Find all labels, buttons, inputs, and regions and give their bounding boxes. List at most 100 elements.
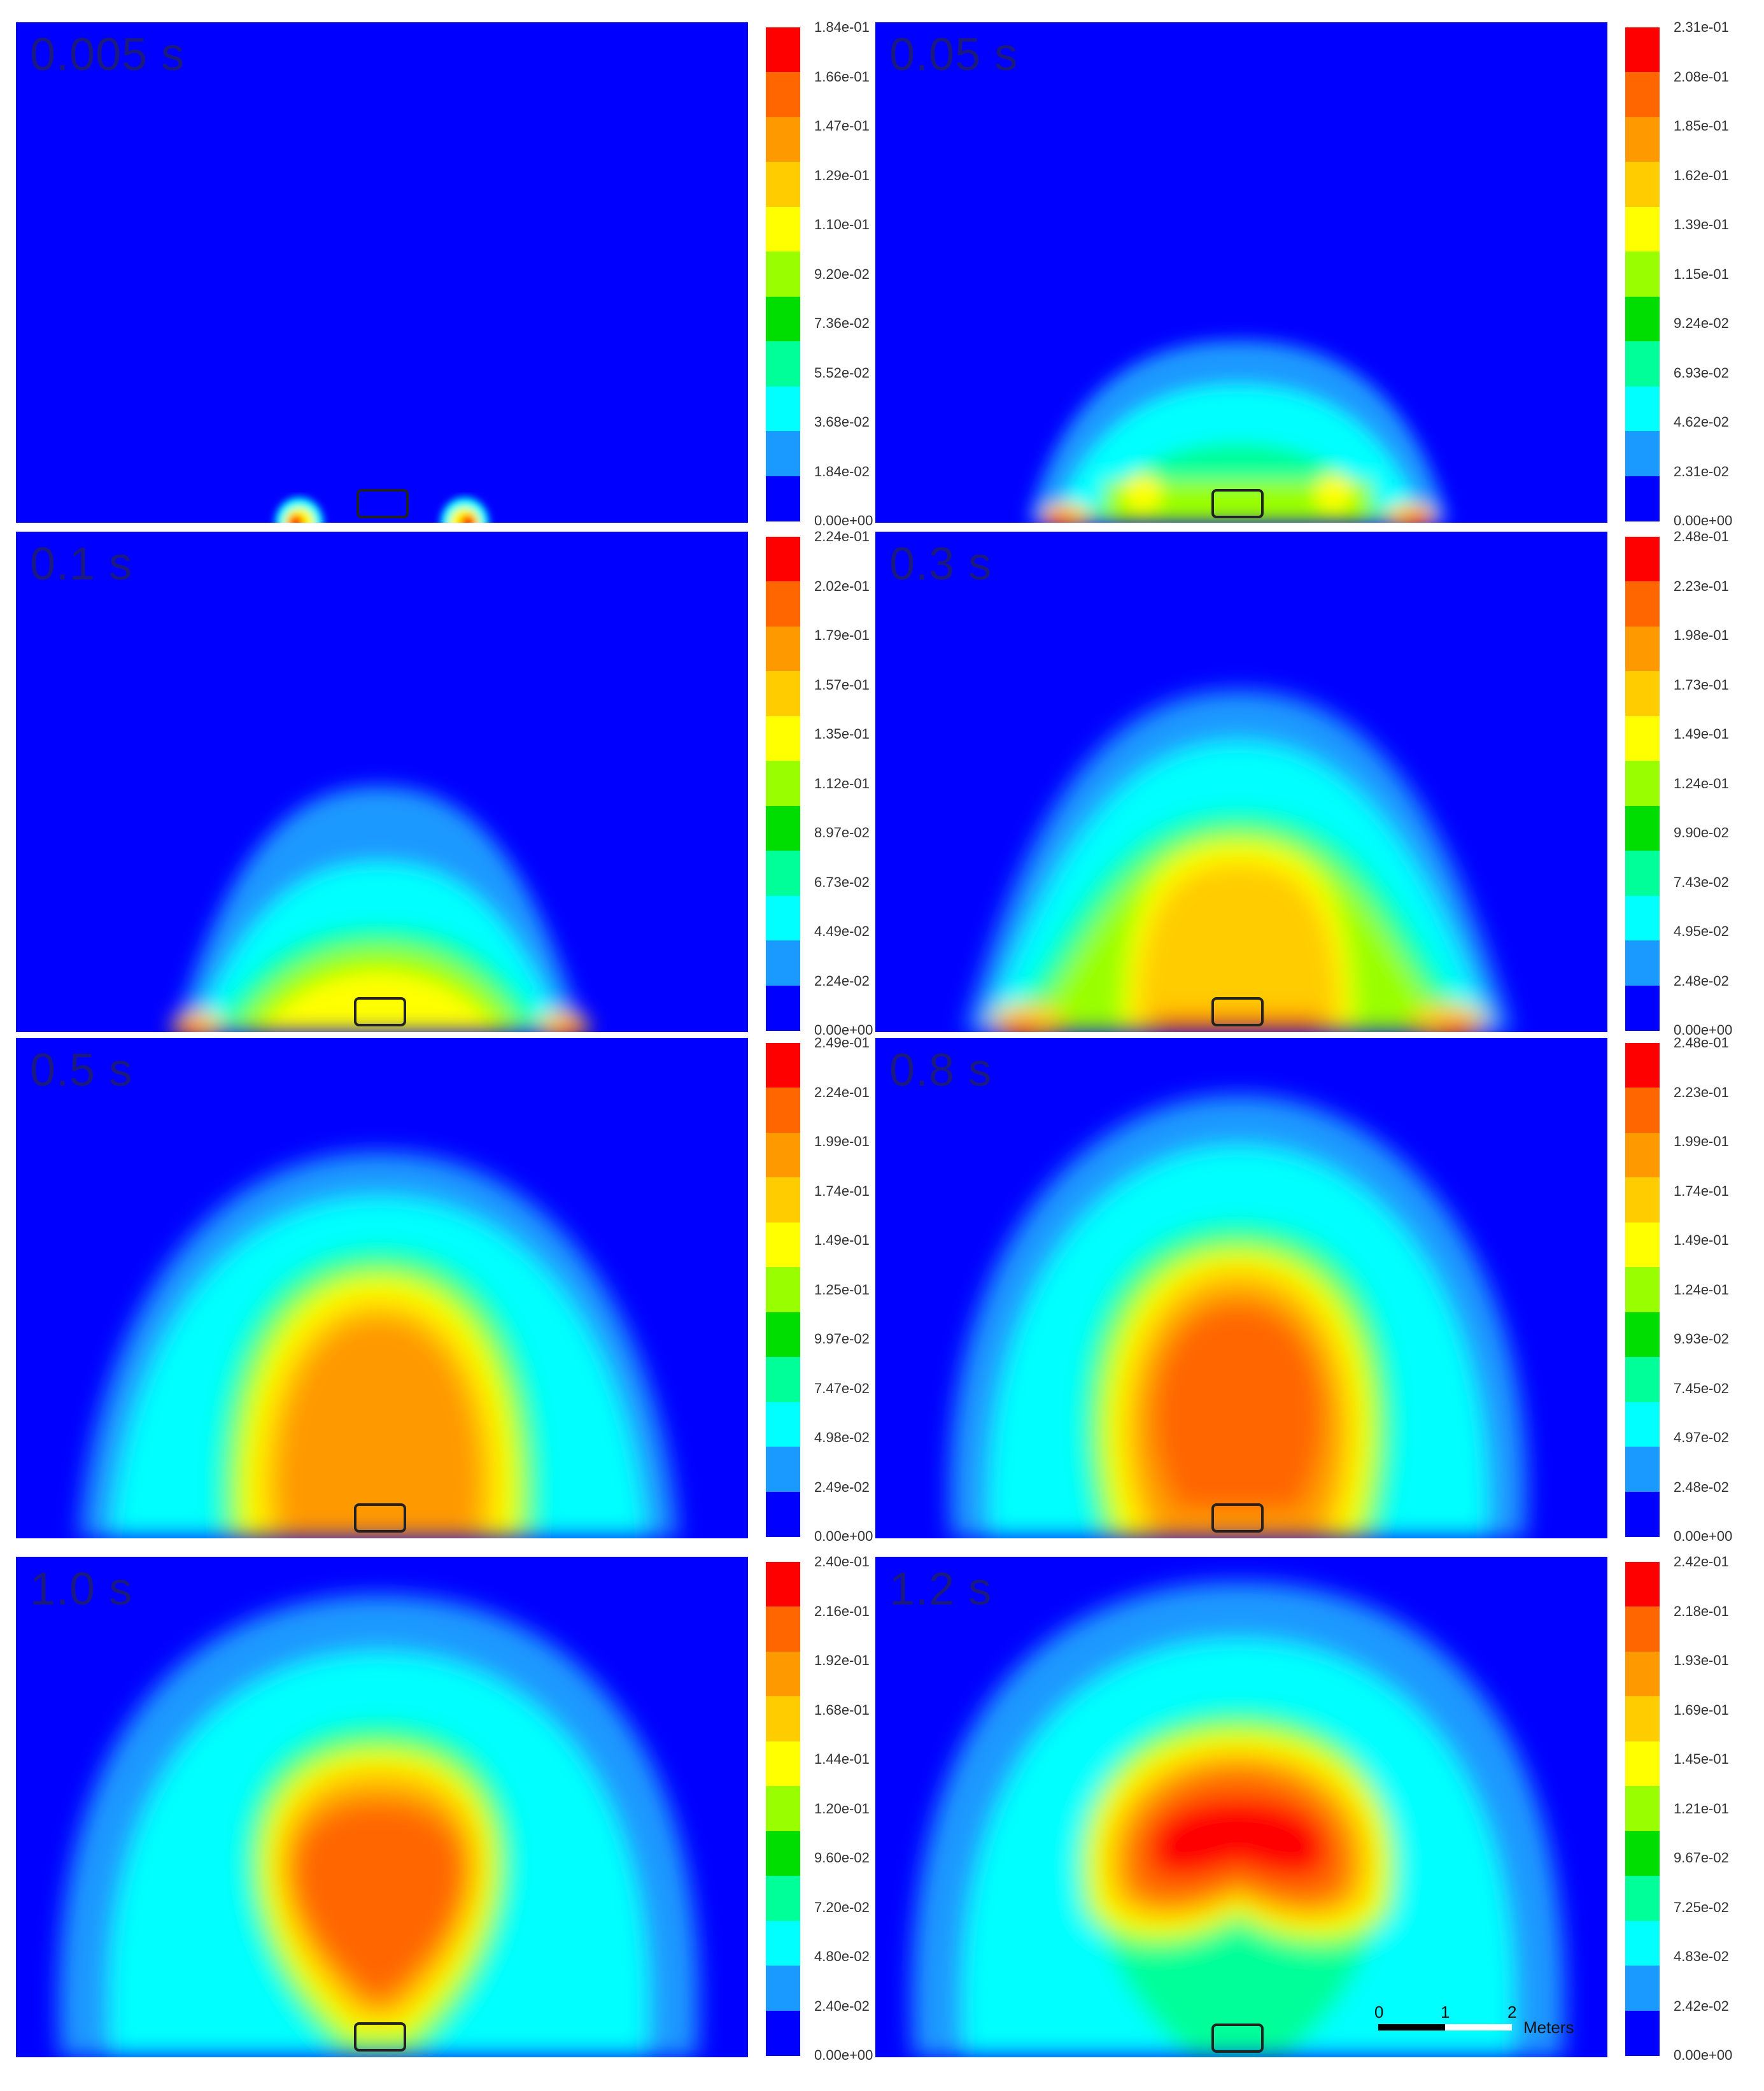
colorbar-band xyxy=(766,341,800,387)
colorbar-band xyxy=(766,1357,800,1403)
colorbar-tick-label: 7.45e-02 xyxy=(1674,1380,1729,1396)
colorbar-tick-label: 4.95e-02 xyxy=(1674,923,1729,939)
colorbar-tick-label: 2.23e-01 xyxy=(1674,578,1729,594)
colorbar-tick-label: 1.24e-01 xyxy=(1674,1281,1729,1298)
colorbar-band xyxy=(766,206,800,252)
colorbar-band xyxy=(766,761,800,807)
colorbar-band xyxy=(766,1966,800,2011)
colorbar-tick-label: 9.20e-02 xyxy=(814,266,870,282)
colorbar-band xyxy=(766,296,800,342)
colorbar-tick-label: 7.43e-02 xyxy=(1674,874,1729,890)
colorbar xyxy=(1625,537,1660,1031)
colorbar-band xyxy=(766,1177,800,1223)
colorbar-tick-label: 1.69e-01 xyxy=(1674,1701,1729,1718)
colorbar-band xyxy=(1625,162,1660,208)
colorbar-band xyxy=(1625,1831,1660,1876)
colorbar-tick-label: 2.48e-01 xyxy=(1674,528,1729,544)
colorbar-band xyxy=(1625,671,1660,717)
colorbar-tick-label: 9.67e-02 xyxy=(1674,1850,1729,1866)
colorbar-band xyxy=(766,1267,800,1313)
colorbar-tick-label: 0.00e+00 xyxy=(1674,1022,1733,1038)
contour-plot: 0.3 s xyxy=(875,532,1607,1032)
colorbar-band xyxy=(766,940,800,986)
colorbar-tick-label: 1.15e-01 xyxy=(1674,266,1729,282)
colorbar-tick-label: 9.90e-02 xyxy=(1674,825,1729,840)
colorbar-tick-label: 2.31e-01 xyxy=(1674,19,1729,35)
source-box xyxy=(1211,489,1264,518)
colorbar-band xyxy=(766,1447,800,1492)
colorbar-tick-label: 1.49e-01 xyxy=(1674,1232,1729,1248)
time-label: 1.2 s xyxy=(889,1564,992,1615)
contour-plot: 0.05 s xyxy=(875,22,1607,523)
colorbar-tick-label: 0.00e+00 xyxy=(814,1022,873,1038)
colorbar-ticks: 2.42e-01 2.18e-01 1.93e-01 1.69e-01 1.45e-01… xyxy=(1674,1554,1764,2066)
colorbar-band xyxy=(766,386,800,432)
colorbar-band xyxy=(1625,805,1660,851)
contour-plot: 0.1 s xyxy=(16,532,748,1032)
colorbar-tick-label: 9.60e-02 xyxy=(814,1850,870,1866)
colorbar-band xyxy=(766,1786,800,1832)
colorbar-band xyxy=(1625,761,1660,807)
colorbar-tick-label: 4.97e-02 xyxy=(1674,1429,1729,1445)
colorbar-tick-label: 2.08e-01 xyxy=(1674,68,1729,85)
colorbar-tick-label: 0.00e+00 xyxy=(814,1528,873,1544)
colorbar-band xyxy=(1625,940,1660,986)
colorbar-tick-label: 1.39e-01 xyxy=(1674,216,1729,232)
contour-field xyxy=(1028,341,1448,523)
contour-field xyxy=(59,1595,699,2057)
colorbar-band xyxy=(1625,206,1660,252)
scale-bar: 0 1 2 Meters xyxy=(1374,2002,1588,2041)
colorbar-band xyxy=(766,162,800,208)
colorbar-ticks: 2.31e-01 2.08e-01 1.85e-01 1.62e-01 1.39e-01… xyxy=(1674,19,1764,532)
colorbar-band xyxy=(1625,1966,1660,2011)
colorbar-tick-label: 7.25e-02 xyxy=(1674,1899,1729,1915)
colorbar-band xyxy=(1625,537,1660,582)
colorbar-tick-label: 1.84e-02 xyxy=(814,463,870,479)
colorbar-band xyxy=(766,27,800,73)
colorbar-band xyxy=(766,1312,800,1357)
colorbar-tick-label: 2.42e-01 xyxy=(1674,1554,1729,1570)
colorbar-tick-label: 7.47e-02 xyxy=(814,1380,870,1396)
colorbar-band xyxy=(766,985,800,1031)
time-label: 0.8 s xyxy=(889,1045,992,1096)
colorbar-tick-label: 1.24e-01 xyxy=(1674,775,1729,791)
colorbar-band xyxy=(1625,1401,1660,1447)
colorbar-tick-label: 0.00e+00 xyxy=(1674,2047,1733,2063)
colorbar-ticks: 2.40e-01 2.16e-01 1.92e-01 1.68e-01 1.44e-01… xyxy=(814,1554,916,2066)
colorbar-band xyxy=(1625,1920,1660,1966)
colorbar xyxy=(1625,1043,1660,1537)
contour-plot: 0.5 s xyxy=(16,1038,748,1538)
colorbar-band xyxy=(1625,72,1660,118)
colorbar-tick-label: 2.40e-01 xyxy=(814,1554,870,1570)
colorbar-band xyxy=(766,1876,800,1922)
contour-field xyxy=(912,1582,1565,2057)
colorbar-band xyxy=(766,805,800,851)
colorbar-tick-label: 5.52e-02 xyxy=(814,364,870,381)
colorbar xyxy=(766,27,800,521)
colorbar xyxy=(1625,27,1660,521)
colorbar-tick-label: 2.31e-02 xyxy=(1674,463,1729,479)
colorbar-band xyxy=(766,1920,800,1966)
colorbar-tick-label: 2.24e-02 xyxy=(814,972,870,989)
colorbar-tick-label: 0.00e+00 xyxy=(814,513,873,528)
colorbar-band xyxy=(766,1606,800,1652)
colorbar-band xyxy=(1625,341,1660,387)
contour-plot: 1.0 s xyxy=(16,1557,748,2057)
colorbar-tick-label: 4.62e-02 xyxy=(1674,414,1729,430)
colorbar-tick-label: 9.93e-02 xyxy=(1674,1331,1729,1347)
colorbar-tick-label: 4.83e-02 xyxy=(1674,1948,1729,1964)
colorbar-tick-label: 1.84e-01 xyxy=(814,19,870,35)
colorbar-band xyxy=(1625,117,1660,162)
colorbar-band xyxy=(766,716,800,762)
colorbar-tick-label: 1.98e-01 xyxy=(1674,627,1729,643)
source-box xyxy=(354,1503,406,1533)
colorbar-band xyxy=(1625,476,1660,521)
colorbar-band xyxy=(1625,386,1660,432)
colorbar-band xyxy=(1625,1177,1660,1223)
source-box xyxy=(1211,997,1264,1026)
colorbar-tick-label: 3.68e-02 xyxy=(814,414,870,430)
colorbar-tick-label: 2.48e-02 xyxy=(1674,972,1729,989)
colorbar-ticks: 2.24e-01 2.02e-01 1.79e-01 1.57e-01 1.35e-01… xyxy=(814,528,916,1041)
colorbar-band xyxy=(1625,716,1660,762)
colorbar-tick-label: 1.47e-01 xyxy=(814,118,870,134)
